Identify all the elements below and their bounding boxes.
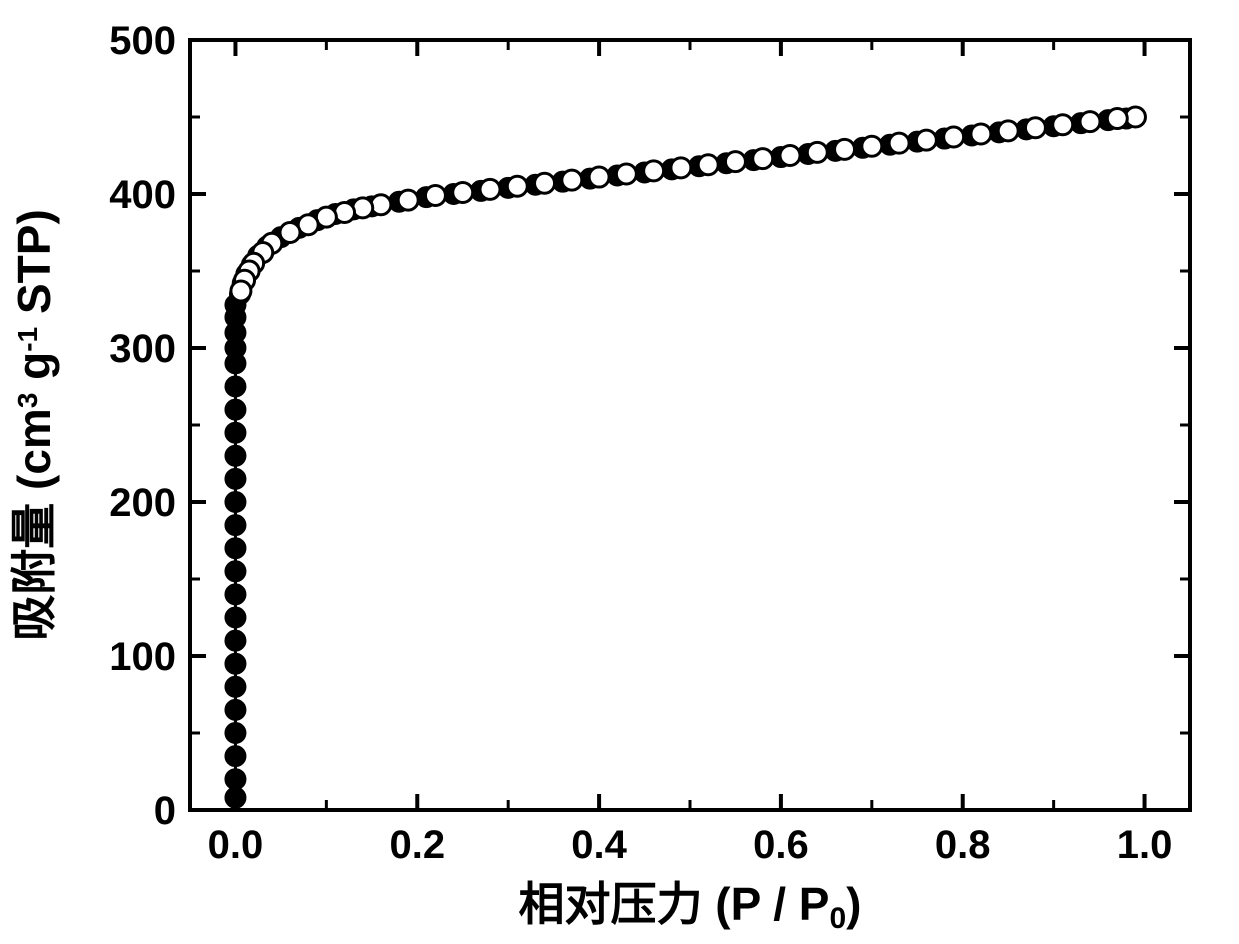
marker-adsorption xyxy=(225,538,245,558)
x-axis-title: 相对压力 (P / P0) xyxy=(519,878,862,935)
y-tick-label: 400 xyxy=(109,173,176,217)
marker-desorption xyxy=(616,164,636,184)
y-tick-label: 100 xyxy=(109,635,176,679)
marker-adsorption xyxy=(225,700,245,720)
marker-desorption xyxy=(507,176,527,196)
marker-desorption xyxy=(835,139,855,159)
marker-desorption xyxy=(725,152,745,172)
marker-desorption xyxy=(698,155,718,175)
y-tick-label: 300 xyxy=(109,327,176,371)
marker-desorption xyxy=(916,130,936,150)
marker-adsorption xyxy=(225,723,245,743)
marker-desorption xyxy=(398,190,418,210)
y-tick-label: 500 xyxy=(109,19,176,63)
marker-desorption xyxy=(589,167,609,187)
marker-adsorption xyxy=(225,377,245,397)
marker-desorption xyxy=(998,121,1018,141)
marker-desorption xyxy=(280,223,300,243)
marker-desorption xyxy=(807,142,827,162)
marker-adsorption xyxy=(225,654,245,674)
marker-desorption xyxy=(480,179,500,199)
marker-desorption xyxy=(425,186,445,206)
marker-adsorption xyxy=(225,469,245,489)
marker-adsorption xyxy=(225,584,245,604)
marker-desorption xyxy=(889,133,909,153)
marker-adsorption xyxy=(225,788,245,808)
marker-desorption xyxy=(371,195,391,215)
marker-desorption xyxy=(535,173,555,193)
marker-desorption xyxy=(1080,112,1100,132)
marker-desorption xyxy=(1053,115,1073,135)
marker-adsorption xyxy=(225,631,245,651)
marker-desorption xyxy=(453,182,473,202)
marker-adsorption xyxy=(225,423,245,443)
marker-desorption xyxy=(562,170,582,190)
marker-desorption xyxy=(944,127,964,147)
marker-adsorption xyxy=(225,400,245,420)
x-tick-label: 0.8 xyxy=(935,823,991,867)
marker-adsorption xyxy=(225,515,245,535)
chart-svg: 0.0 0.2 0.4 0.6 0.8 1.0 0 100 200 300 400 500 相对压力 (… xyxy=(0,0,1239,944)
marker-desorption xyxy=(1025,118,1045,138)
marker-desorption xyxy=(231,281,251,301)
y-axis-title: 吸附量 (cm3 g-1 STP) xyxy=(8,209,60,641)
marker-adsorption xyxy=(225,446,245,466)
x-tick-label: 1.0 xyxy=(1117,823,1173,867)
marker-desorption xyxy=(780,146,800,166)
marker-desorption xyxy=(862,136,882,156)
marker-desorption xyxy=(753,149,773,169)
marker-desorption xyxy=(671,158,691,178)
x-tick-label: 0.6 xyxy=(753,823,809,867)
x-tick-label: 0.0 xyxy=(208,823,264,867)
marker-adsorption xyxy=(225,492,245,512)
marker-adsorption xyxy=(225,608,245,628)
marker-desorption xyxy=(971,124,991,144)
y-tick-label: 0 xyxy=(154,789,176,833)
marker-adsorption xyxy=(225,769,245,789)
x-tick-label: 0.2 xyxy=(389,823,445,867)
y-tick-label: 200 xyxy=(109,481,176,525)
isotherm-chart: 0.0 0.2 0.4 0.6 0.8 1.0 0 100 200 300 400 500 相对压力 (… xyxy=(0,0,1239,944)
marker-desorption xyxy=(644,161,664,181)
marker-adsorption xyxy=(225,746,245,766)
x-tick-label: 0.4 xyxy=(571,823,627,867)
marker-adsorption xyxy=(225,677,245,697)
marker-desorption xyxy=(1107,109,1127,129)
marker-adsorption xyxy=(225,561,245,581)
